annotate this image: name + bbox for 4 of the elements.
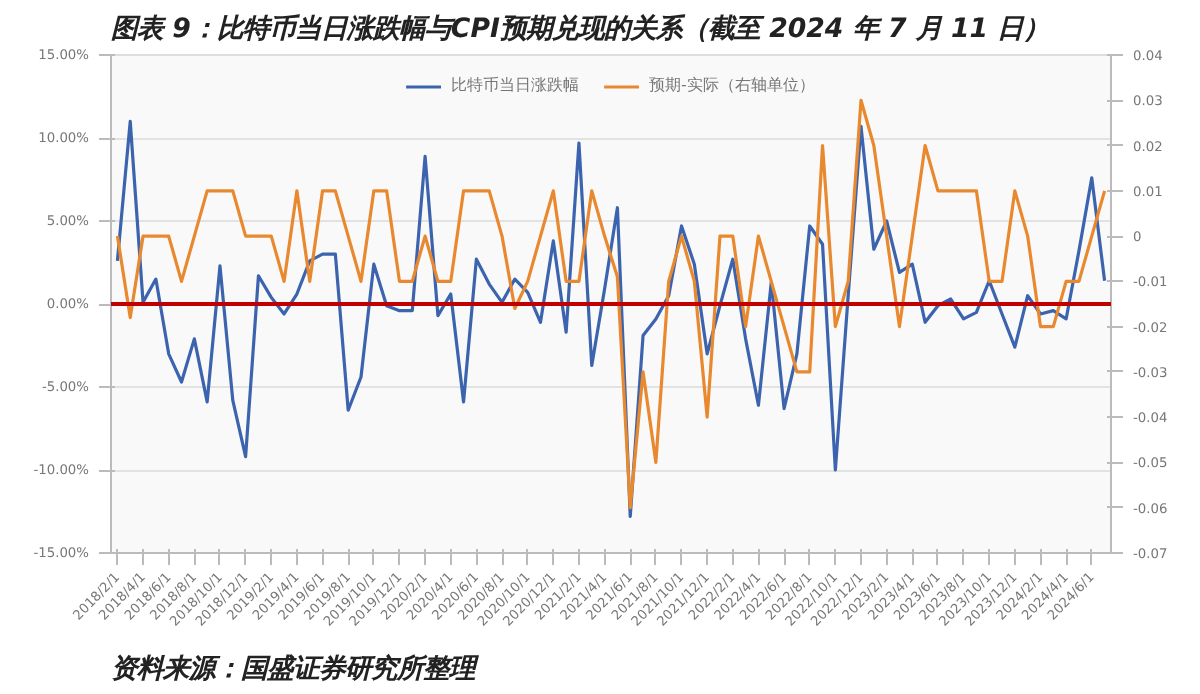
chart-title: 图表 9：比特币当日涨跌幅与CPI预期兑现的关系（截至 2024 年 7 月 11 日） [111,13,1050,45]
legend-label: 预期-实际（右轴单位） [649,74,815,96]
legend-label: 比特币当日涨跌幅 [451,74,580,96]
text: 资料来源：国盛证券研究所整理 [111,653,479,685]
